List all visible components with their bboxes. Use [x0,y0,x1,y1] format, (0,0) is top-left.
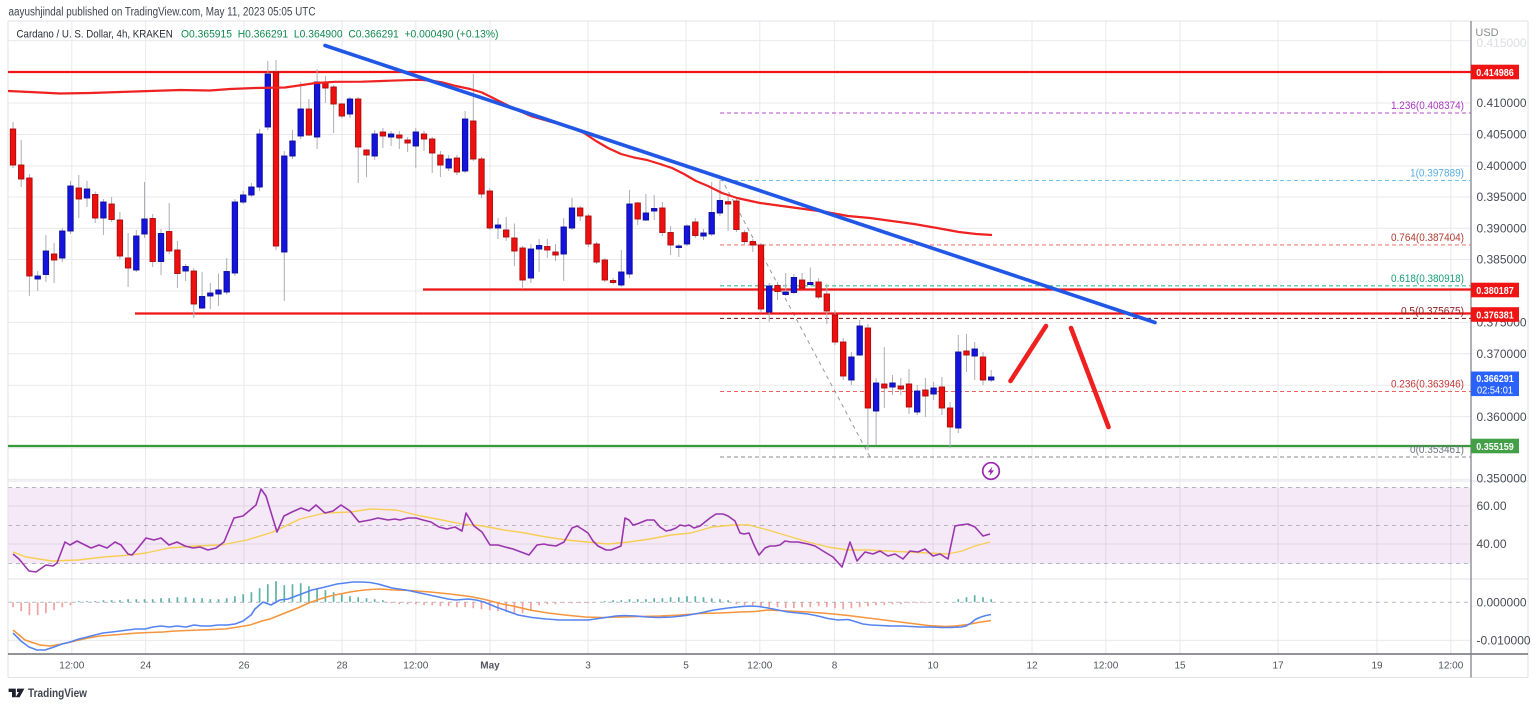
svg-text:0.415000: 0.415000 [1477,36,1527,50]
svg-text:12:00: 12:00 [1093,661,1118,672]
svg-text:8: 8 [832,661,838,672]
svg-text:aayushjindal published on Trad: aayushjindal published on TradingView.co… [9,7,316,19]
svg-text:0.380187: 0.380187 [1476,285,1514,297]
svg-text:10: 10 [927,661,939,672]
svg-text:USD: USD [1475,27,1498,39]
svg-text:0.5(0.375675): 0.5(0.375675) [1401,305,1464,317]
svg-text:26: 26 [238,661,250,672]
svg-text:60.00: 60.00 [1477,499,1507,513]
svg-text:15: 15 [1174,661,1186,672]
svg-text:19: 19 [1371,661,1383,672]
svg-text:0.360000: 0.360000 [1477,410,1527,424]
svg-text:TradingView: TradingView [28,686,88,700]
svg-text:0.764(0.387404): 0.764(0.387404) [1391,232,1464,244]
svg-text:0.395000: 0.395000 [1477,190,1527,204]
svg-text:1.236(0.408374): 1.236(0.408374) [1391,100,1464,112]
svg-text:0.366291: 0.366291 [1476,373,1514,385]
svg-text:0.376381: 0.376381 [1476,309,1514,321]
svg-text:0.350000: 0.350000 [1477,472,1527,486]
svg-text:12:00: 12:00 [403,661,428,672]
svg-text:0.405000: 0.405000 [1477,128,1527,142]
svg-text:0(0.353461): 0(0.353461) [1410,444,1464,456]
svg-text:0.390000: 0.390000 [1477,222,1527,236]
svg-text:12:00: 12:00 [747,661,772,672]
svg-text:40.00: 40.00 [1477,537,1507,551]
svg-text:12:00: 12:00 [1438,661,1463,672]
svg-text:02:54:01: 02:54:01 [1477,386,1513,397]
svg-text:-0.010000: -0.010000 [1477,634,1531,648]
svg-text:24: 24 [140,661,152,672]
svg-text:12: 12 [1026,661,1038,672]
svg-text:0.355159: 0.355159 [1476,441,1514,453]
svg-text:May: May [480,661,500,672]
svg-text:0.385000: 0.385000 [1477,253,1527,267]
svg-text:0.236(0.363946): 0.236(0.363946) [1391,379,1464,391]
svg-text:O0.365915 H0.366291 L0.36490: O0.365915 H0.366291 L0.364900 C0.366291 … [181,29,499,41]
svg-text:3: 3 [585,661,591,672]
svg-text:0.370000: 0.370000 [1477,347,1527,361]
svg-text:12:00: 12:00 [59,661,84,672]
svg-text:0.410000: 0.410000 [1477,96,1527,110]
svg-text:Cardano / U. S. Dollar, 4h, KR: Cardano / U. S. Dollar, 4h, KRAKEN [17,29,173,41]
svg-text:1(0.397889): 1(0.397889) [1410,168,1464,180]
svg-text:28: 28 [336,661,348,672]
svg-text:17: 17 [1272,661,1284,672]
svg-text:0.618(0.380918): 0.618(0.380918) [1391,273,1464,285]
svg-text:0.000000: 0.000000 [1477,595,1527,609]
svg-text:0.400000: 0.400000 [1477,159,1527,173]
svg-text:5: 5 [683,661,689,672]
svg-text:0.414986: 0.414986 [1476,67,1514,79]
